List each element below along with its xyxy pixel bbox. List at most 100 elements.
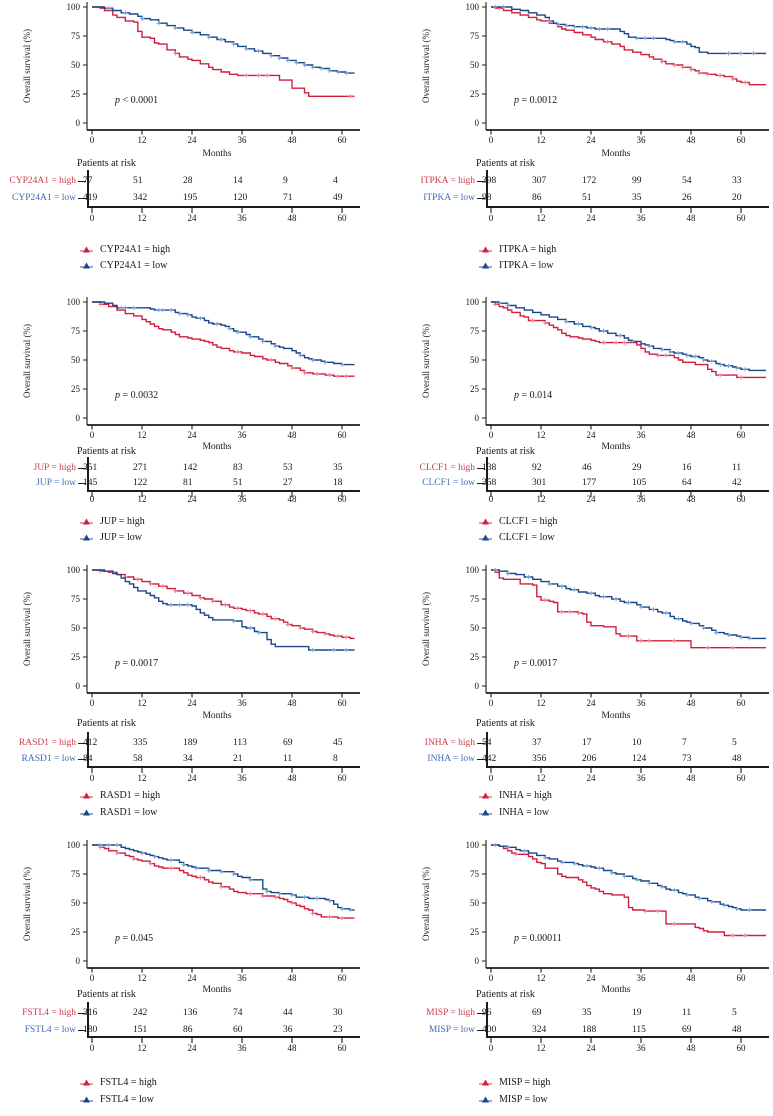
p-value: p = 0.0017 [514, 658, 557, 669]
risk-count: 54 [482, 738, 492, 748]
p-value-number: = 0.00011 [521, 933, 562, 944]
risk-count: 73 [682, 754, 692, 764]
triangle-marker-high-icon [80, 1079, 93, 1085]
y-axis-title: Overall survival (%) [421, 867, 431, 941]
x-tick-label: 36 [636, 430, 646, 440]
risk-axis [87, 206, 360, 213]
triangle-marker-low-icon [80, 534, 93, 540]
x-tick-label: 48 [686, 430, 696, 440]
risk-axis-tick-label: 36 [237, 213, 247, 223]
risk-count: 29 [632, 463, 642, 473]
risk-count: 51 [233, 478, 243, 488]
triangle-marker-high-icon [479, 792, 492, 798]
y-tick-label: 75 [71, 869, 80, 879]
p-value-symbol: p [514, 658, 519, 669]
risk-count: 5 [732, 1008, 737, 1018]
x-axis-title: Months [601, 149, 631, 159]
y-tick-label: 50 [71, 355, 80, 365]
risk-count: 7 [682, 738, 687, 748]
risk-label-tick-low [78, 198, 86, 200]
x-tick-label: 0 [488, 430, 494, 440]
y-axis-title: Overall survival (%) [22, 29, 32, 103]
risk-table-header: Patients at risk [476, 718, 535, 729]
x-tick-label: 0 [89, 973, 95, 983]
risk-table-header: Patients at risk [77, 158, 136, 169]
risk-count: 16 [682, 463, 692, 473]
risk-count: 10 [632, 738, 642, 748]
risk-label-low: CYP24A1 = low [12, 193, 76, 203]
km-plot [83, 297, 360, 430]
risk-label-tick-low [477, 198, 485, 200]
risk-count: 98 [482, 193, 492, 203]
risk-axis-tick-label: 0 [89, 1043, 95, 1053]
triangle-marker-high-icon [80, 518, 93, 524]
risk-label-low: INHA = low [427, 754, 475, 764]
risk-count: 74 [233, 1008, 243, 1018]
risk-axis-tick-label: 0 [89, 494, 95, 504]
x-tick-label: 36 [237, 973, 247, 983]
risk-axis [87, 766, 360, 773]
y-tick-label: 0 [474, 956, 480, 966]
x-tick-label: 60 [337, 698, 347, 708]
risk-count: 11 [682, 1008, 692, 1018]
triangle-marker-high-icon [80, 792, 93, 798]
risk-count: 28 [183, 176, 193, 186]
risk-axis-tick-label: 24 [586, 773, 596, 783]
y-tick-label: 0 [75, 413, 81, 423]
km-panel-clcf1: Overall survival (%) p = 0.014 Months Pa… [399, 295, 773, 573]
legend-item-low: CLCF1 = low [478, 531, 555, 544]
x-tick-label: 24 [187, 430, 197, 440]
p-value-symbol: p [514, 390, 519, 401]
risk-table-axis-line [486, 457, 488, 491]
risk-count: 316 [83, 1008, 98, 1018]
risk-label-tick-high [477, 743, 485, 745]
risk-count: 77 [83, 176, 93, 186]
risk-count: 99 [632, 176, 642, 186]
risk-table-axis-line [486, 1002, 488, 1037]
risk-table-header: Patients at risk [77, 446, 136, 457]
risk-label-tick-high [477, 1013, 485, 1015]
y-tick-label: 75 [71, 594, 80, 604]
risk-count: 34 [183, 754, 193, 764]
risk-label-high: INHA = high [424, 738, 475, 748]
x-tick-label: 60 [337, 973, 347, 983]
p-value-number: = 0.014 [521, 390, 553, 401]
risk-table-axis-line [87, 457, 89, 491]
risk-axis-tick-label: 0 [89, 213, 95, 223]
x-tick-label: 48 [287, 698, 297, 708]
x-tick-label: 0 [89, 430, 95, 440]
risk-count: 188 [582, 1025, 597, 1035]
x-tick-label: 60 [337, 430, 347, 440]
km-panel-inha: Overall survival (%) p = 0.0017 Months P… [399, 563, 773, 841]
risk-count: 177 [582, 478, 597, 488]
legend-label-high: INHA = high [499, 789, 552, 801]
risk-count: 105 [632, 478, 647, 488]
y-tick-label: 100 [465, 840, 480, 850]
p-value: p = 0.0017 [115, 658, 158, 669]
legend-item-high: CYP24A1 = high [79, 243, 170, 256]
legend-label-high: MISP = high [499, 1076, 551, 1088]
risk-count: 42 [732, 478, 742, 488]
x-tick-label: 0 [89, 698, 95, 708]
y-tick-label: 25 [71, 384, 80, 394]
x-tick-label: 36 [636, 973, 646, 983]
y-tick-label: 75 [71, 31, 80, 41]
risk-count: 195 [183, 193, 198, 203]
km-plot [83, 2, 360, 135]
y-tick-label: 25 [470, 384, 479, 394]
legend-label-high: ITPKA = high [499, 243, 557, 255]
p-value: p = 0.0012 [514, 95, 557, 106]
risk-count: 83 [233, 463, 243, 473]
risk-count: 11 [732, 463, 742, 473]
risk-label-tick-high [78, 1013, 86, 1015]
risk-label-tick-high [78, 743, 86, 745]
risk-count: 115 [632, 1025, 646, 1035]
x-tick-label: 12 [536, 135, 546, 145]
y-tick-label: 25 [470, 927, 479, 937]
risk-count: 53 [283, 463, 293, 473]
y-tick-label: 75 [470, 31, 479, 41]
risk-count: 136 [183, 1008, 198, 1018]
x-tick-label: 24 [586, 430, 596, 440]
km-plot [482, 840, 769, 973]
risk-axis-tick-label: 12 [536, 213, 546, 223]
